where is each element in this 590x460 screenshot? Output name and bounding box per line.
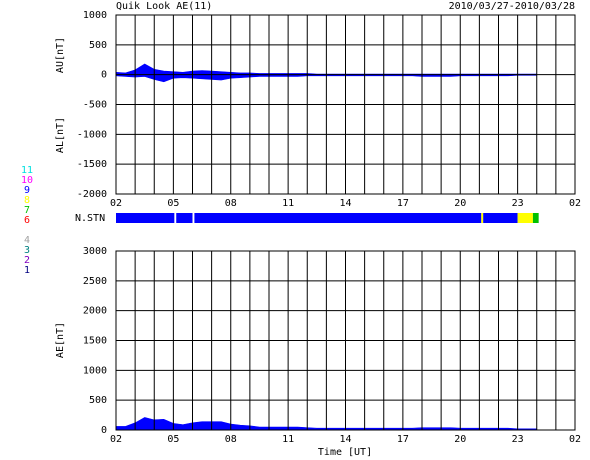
legend-label: 11 [21,165,33,176]
y-tick-label: 1000 [83,365,107,376]
x-tick-label: 14 [339,198,351,209]
y-tick-label: -1000 [77,129,107,140]
x-tick-label: 14 [339,434,351,445]
station-segment [517,213,533,223]
station-segment [194,213,482,223]
station-segment [116,213,175,223]
y-tick-label: -500 [83,100,107,111]
x-axis-label: Time [UT] [318,447,372,458]
y-tick-label: -1500 [77,159,107,170]
legend-label: 10 [21,175,33,186]
x-tick-label: 20 [454,434,466,445]
y-tick-label: 2500 [83,276,107,287]
legend-label: 2 [24,255,30,266]
x-tick-label: 02 [110,198,122,209]
x-tick-label: 17 [397,434,409,445]
station-segment [176,213,193,223]
legend-label: 5 [24,225,30,236]
legend-label: 1 [24,265,30,276]
y-tick-label: 500 [89,40,107,51]
y-tick-label: 3000 [83,246,107,257]
y-tick-label: 0 [101,425,107,436]
station-segment [532,213,539,223]
legend-label: 8 [24,195,30,206]
x-tick-label: 17 [397,198,409,209]
y-axis-label: AE[nT] [55,322,66,358]
x-tick-label: 23 [512,434,524,445]
legend-label: 4 [24,235,30,246]
x-tick-label: 05 [167,198,179,209]
legend-label: 3 [24,245,30,256]
strip-label: N.STN [75,213,105,224]
station-segment [481,213,484,223]
area [115,74,538,83]
x-tick-label: 11 [282,198,294,209]
area [115,417,538,431]
x-tick-label: 08 [225,198,237,209]
x-tick-label: 11 [282,434,294,445]
legend-label: 6 [24,215,30,226]
x-tick-label: 20 [454,198,466,209]
date-range: 2010/03/27-2010/03/28 [449,1,575,12]
area [115,63,538,75]
chart-title: Quik Look AE(11) [116,1,212,12]
x-tick-label: 23 [512,198,524,209]
y-tick-label: 2000 [83,306,107,317]
y-axis-label: AU[nT] [55,37,66,73]
station-segment [483,213,518,223]
y-axis-label: AL[nT] [55,117,66,153]
y-tick-label: 500 [89,395,107,406]
x-tick-label: 02 [110,434,122,445]
legend-label: 7 [24,205,30,216]
x-tick-label: 02 [569,198,581,209]
y-tick-label: 1000 [83,10,107,21]
x-tick-label: 05 [167,434,179,445]
y-tick-label: 0 [101,70,107,81]
legend-label: 9 [24,185,30,196]
x-tick-label: 08 [225,434,237,445]
x-tick-label: 02 [569,434,581,445]
y-tick-label: -2000 [77,189,107,200]
y-tick-label: 1500 [83,336,107,347]
